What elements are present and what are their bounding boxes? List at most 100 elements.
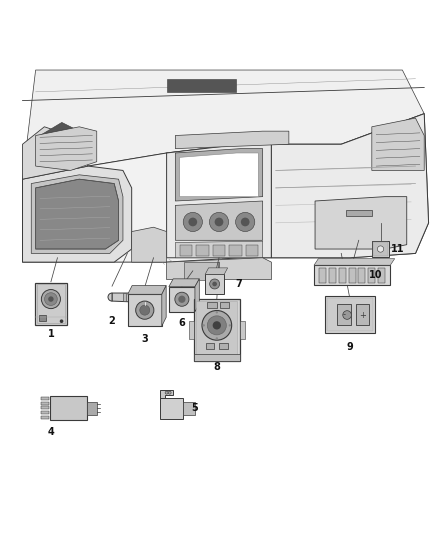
Bar	[378, 268, 385, 282]
Text: 9: 9	[346, 342, 353, 352]
Circle shape	[45, 293, 57, 305]
Text: -: -	[342, 311, 345, 319]
Circle shape	[41, 289, 60, 309]
Bar	[180, 245, 192, 256]
Circle shape	[183, 212, 202, 231]
Polygon shape	[35, 127, 97, 171]
Circle shape	[202, 311, 232, 340]
Bar	[374, 242, 388, 256]
Bar	[87, 402, 97, 415]
Polygon shape	[314, 259, 395, 265]
Bar	[41, 416, 49, 419]
Text: 11: 11	[391, 244, 405, 254]
Circle shape	[188, 217, 197, 227]
Bar	[41, 411, 49, 414]
Polygon shape	[180, 153, 258, 197]
Bar	[166, 79, 237, 92]
Circle shape	[241, 217, 250, 227]
Circle shape	[210, 279, 219, 289]
Polygon shape	[169, 279, 199, 287]
Polygon shape	[315, 197, 407, 249]
Text: 5: 5	[191, 403, 198, 414]
Polygon shape	[40, 123, 79, 140]
Polygon shape	[22, 127, 88, 179]
Bar	[314, 265, 390, 285]
Polygon shape	[272, 114, 428, 258]
Bar	[329, 268, 336, 282]
Bar	[368, 268, 375, 282]
Bar	[123, 293, 126, 301]
Polygon shape	[132, 227, 166, 262]
Polygon shape	[372, 118, 424, 171]
Bar	[196, 245, 208, 256]
Polygon shape	[175, 241, 263, 258]
Bar	[35, 282, 67, 325]
Bar	[219, 343, 227, 349]
Text: 4: 4	[48, 427, 54, 438]
Bar	[41, 402, 49, 405]
Polygon shape	[166, 258, 272, 280]
Circle shape	[178, 296, 186, 303]
Bar	[194, 298, 240, 361]
Polygon shape	[195, 279, 199, 312]
Bar	[41, 407, 49, 409]
Bar	[128, 294, 162, 326]
Text: 1: 1	[48, 329, 54, 339]
Circle shape	[140, 305, 150, 315]
Circle shape	[378, 246, 384, 252]
Polygon shape	[175, 149, 263, 201]
Circle shape	[229, 324, 231, 327]
Bar	[41, 397, 49, 400]
Bar	[327, 298, 373, 331]
Bar	[213, 245, 225, 256]
Text: 7: 7	[235, 279, 242, 289]
Bar	[372, 241, 389, 257]
Bar	[39, 316, 46, 321]
Circle shape	[165, 391, 168, 394]
Polygon shape	[31, 175, 123, 253]
Text: 2: 2	[109, 316, 115, 326]
Circle shape	[213, 321, 221, 329]
Polygon shape	[22, 114, 428, 262]
Bar	[194, 354, 240, 361]
Circle shape	[212, 281, 217, 286]
Polygon shape	[128, 286, 166, 294]
Circle shape	[343, 311, 351, 319]
Bar	[196, 301, 237, 358]
Bar	[220, 302, 229, 309]
Polygon shape	[160, 398, 183, 419]
Polygon shape	[22, 166, 132, 262]
Bar	[325, 296, 375, 333]
Polygon shape	[35, 179, 119, 249]
Circle shape	[60, 319, 64, 323]
Bar	[230, 245, 242, 256]
Bar	[184, 262, 219, 280]
Bar	[240, 321, 245, 338]
Bar	[205, 274, 224, 294]
Polygon shape	[162, 286, 166, 326]
Polygon shape	[175, 131, 289, 149]
Text: 10: 10	[369, 270, 383, 280]
Bar	[358, 268, 365, 282]
Bar	[189, 321, 194, 338]
Circle shape	[209, 212, 229, 231]
Polygon shape	[160, 390, 173, 398]
Text: +: +	[359, 311, 366, 319]
Bar	[339, 268, 346, 282]
Circle shape	[215, 217, 223, 227]
Text: 6: 6	[179, 318, 185, 328]
Bar	[140, 290, 149, 303]
Bar	[319, 268, 326, 282]
Bar	[183, 402, 195, 415]
Bar	[246, 245, 258, 256]
Bar	[207, 302, 217, 309]
Circle shape	[202, 324, 205, 327]
Polygon shape	[175, 201, 263, 240]
Bar	[349, 268, 356, 282]
Bar	[50, 397, 87, 421]
Bar	[37, 285, 65, 323]
Polygon shape	[205, 268, 228, 274]
Circle shape	[168, 391, 171, 394]
Polygon shape	[22, 70, 424, 179]
Text: 3: 3	[141, 334, 148, 344]
